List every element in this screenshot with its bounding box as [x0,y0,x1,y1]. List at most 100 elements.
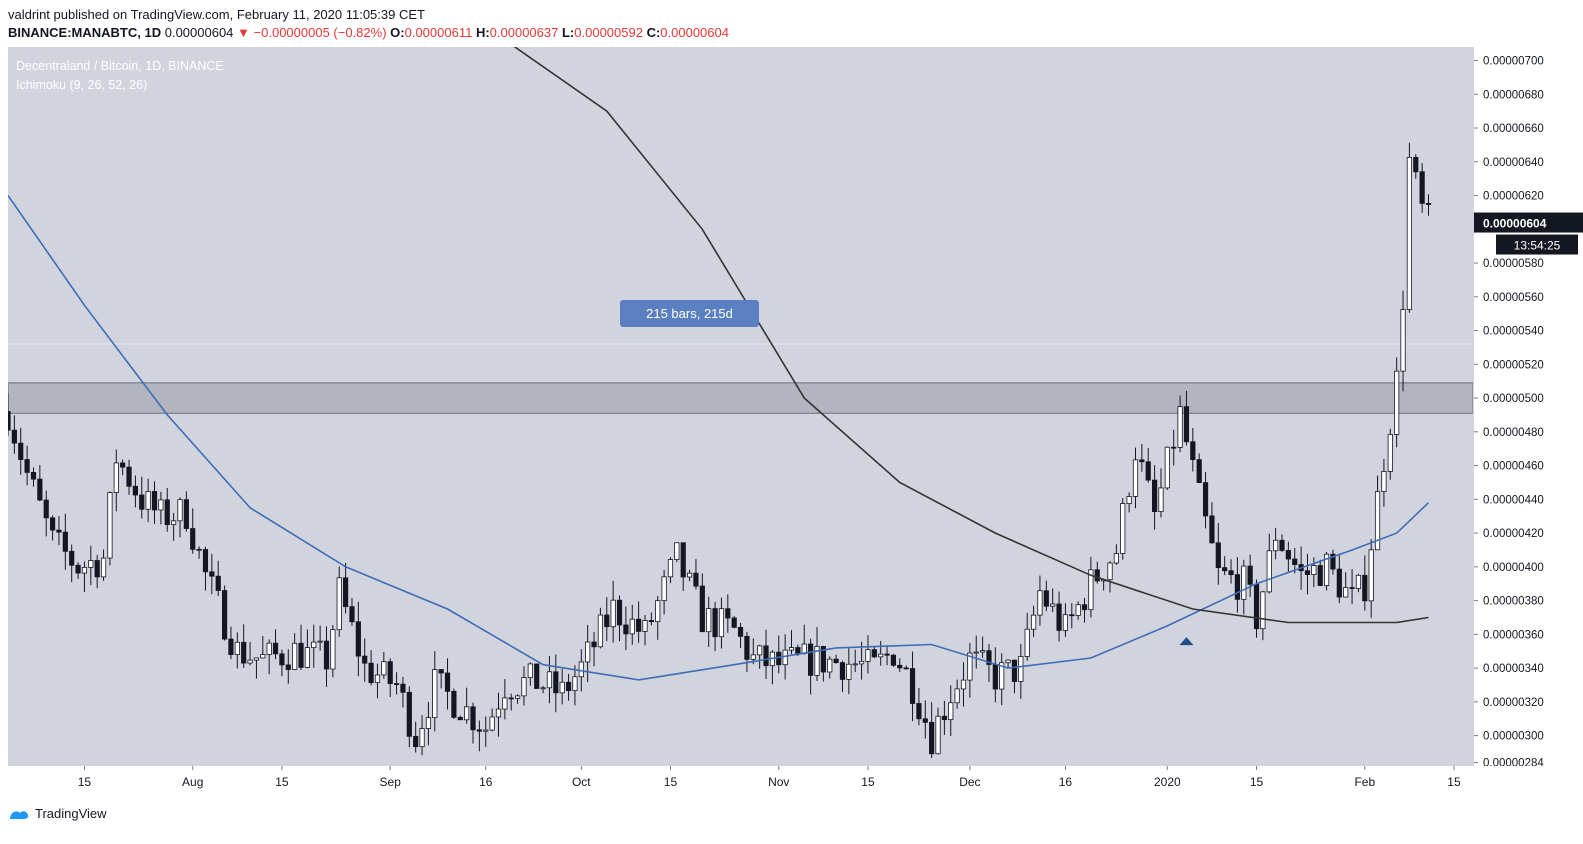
candle [534,663,540,689]
candle [209,553,215,595]
price-tick-label: 0.00000700 [1483,56,1544,68]
candle [387,658,393,698]
candle [973,635,979,669]
candle [279,649,285,677]
price-tick-label: 0.00000620 [1483,191,1544,203]
price-tick-label: 0.00000380 [1483,596,1544,608]
candle [1387,428,1393,480]
symbol-label: BINANCE:MANABTC, 1D [8,25,162,40]
candle [75,562,81,580]
price-tick-label: 0.00000640 [1483,157,1544,169]
candle [1292,548,1298,574]
candle [100,549,107,581]
candle [1425,194,1432,216]
candle [846,647,852,695]
candle [674,542,680,563]
candle [1285,541,1291,572]
candle [814,627,820,681]
price-tick-label: 0.00000420 [1483,528,1544,540]
candle [801,624,807,655]
candle [1311,557,1317,588]
price-tick-label: 0.00000520 [1483,359,1544,371]
candle [706,596,712,647]
candle [285,649,291,684]
candle [11,415,17,454]
low-label: L: [561,25,575,40]
candle [1253,579,1260,638]
chart-legend-indicator[interactable]: Ichimoku (9, 26, 52, 26) [16,78,148,92]
candle [1260,590,1266,641]
candle [62,513,68,570]
candle [241,624,247,668]
candle [1011,659,1018,694]
candle [49,515,56,541]
candle [400,676,406,708]
candle [113,449,119,512]
price-tick-label: 0.00000284 [1483,758,1544,766]
signal-marker-icon [1179,637,1194,646]
candle [890,653,897,667]
candle [228,626,234,660]
candle [164,487,170,532]
tradingview-footer[interactable]: TradingView [8,806,107,821]
candle [457,715,463,721]
candle [871,646,877,659]
candle [190,508,196,554]
candle [298,624,304,671]
price-chart[interactable]: 215 bars, 215d [8,47,1473,766]
close-label: C: [646,25,661,40]
measure-badge: 215 bars, 215d [620,300,759,327]
candle [171,512,177,541]
candle [941,700,947,735]
candle [629,604,635,645]
candle [1215,522,1221,585]
candle [1158,468,1164,518]
price-tick-label: 0.00000680 [1483,89,1544,101]
price-axis[interactable]: 0.00000700 0.00000680 0.00000660 0.00000640… [1473,47,1583,766]
candle [425,701,432,746]
time-tick-label: 15 [861,775,875,789]
candle [438,669,444,689]
time-tick-label: 15 [78,775,92,789]
candle [878,640,884,666]
candle [916,687,922,726]
candle [833,654,839,664]
candle [1069,603,1075,629]
candle [839,660,846,693]
candle [495,692,502,737]
candle [553,654,559,713]
tradingview-brand: TradingView [35,806,107,821]
candle [69,544,75,583]
candle [336,566,342,637]
candle [827,656,833,679]
candle [909,651,916,722]
candle [107,491,113,566]
candle [1056,591,1062,642]
candle [642,614,648,646]
candle [362,638,368,682]
candle [502,679,508,720]
chart-pane[interactable]: 215 bars, 215d Decentraland / Bitcoin, 1… [8,47,1473,766]
price-change: ▼ −0.00000005 (−0.82%) [237,25,387,40]
candle [1374,475,1381,551]
open-value: 0.00000611 [404,25,473,40]
time-tick-label: 2020 [1154,775,1181,789]
candles [8,142,1432,758]
candle [81,561,88,593]
candle [1043,580,1049,612]
candle [1317,559,1323,587]
candle [330,624,336,678]
high-value: 0.00000637 [489,25,559,40]
candle [648,612,654,626]
candle [1107,561,1113,593]
candle [1241,559,1247,615]
candle [476,720,482,752]
candle [591,632,597,667]
candle [1139,443,1145,472]
candle [1113,544,1119,566]
price-tick-label: 0.00000500 [1483,393,1544,405]
time-axis[interactable]: 15 Aug 15 Sep 16 Oct 15 Nov 15 Dec 16 2020 15 Feb 15 [8,766,1473,794]
last-price: 0.00000604 [164,25,234,40]
candle [559,668,565,705]
candle [565,674,572,701]
